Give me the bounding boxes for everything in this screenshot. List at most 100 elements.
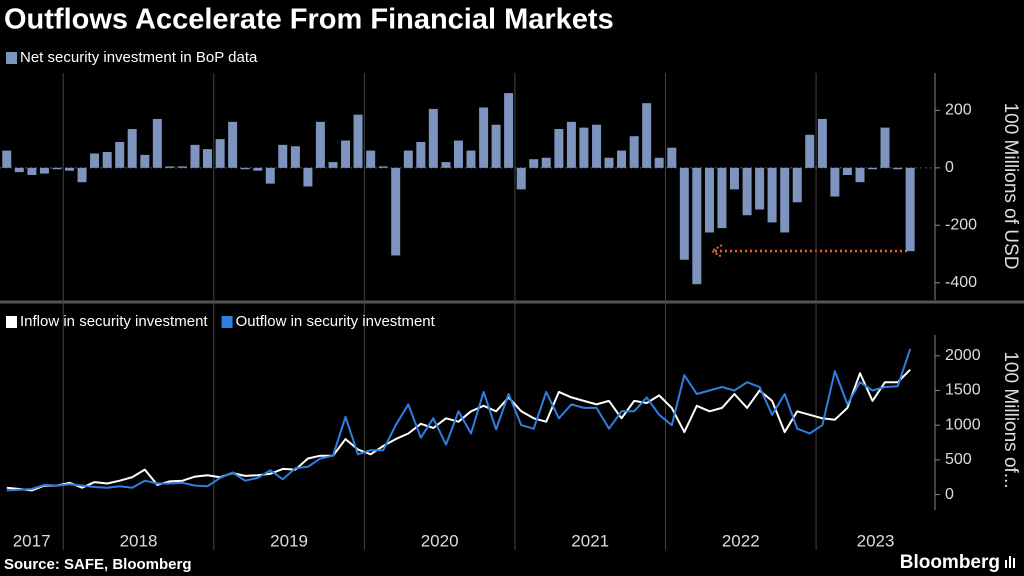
bar <box>667 147 677 168</box>
bar <box>880 127 890 168</box>
y-tick-label: 2000 <box>945 347 981 364</box>
bar <box>177 166 187 168</box>
bar <box>278 144 288 168</box>
bar <box>767 167 777 223</box>
bar <box>152 118 162 168</box>
bar <box>792 167 802 203</box>
bar <box>729 167 739 190</box>
bar <box>290 146 300 168</box>
bar <box>378 166 388 168</box>
line <box>6 368 911 492</box>
bar <box>566 121 576 168</box>
x-tick-label: 2021 <box>571 531 609 550</box>
bar <box>39 167 49 174</box>
legend-swatch <box>221 316 233 328</box>
legend-label: Net security investment in BoP data <box>20 49 258 66</box>
bar <box>554 129 564 168</box>
bar <box>717 167 727 229</box>
bar <box>617 150 627 168</box>
bar <box>52 167 62 170</box>
bar <box>629 136 639 168</box>
bar <box>65 167 75 171</box>
bar <box>341 140 351 168</box>
bar <box>253 167 263 171</box>
bar <box>491 124 501 168</box>
bar <box>102 152 112 168</box>
bar <box>529 159 539 168</box>
x-tick-label: 2023 <box>857 531 895 550</box>
bar <box>77 167 87 183</box>
bar <box>654 157 664 168</box>
bar <box>704 167 714 233</box>
bar <box>893 167 903 170</box>
chart-title: Outflows Accelerate From Financial Marke… <box>4 4 614 36</box>
legend-swatch <box>6 52 17 64</box>
y-tick-label: 1000 <box>945 416 981 433</box>
y-tick-label: -400 <box>945 274 977 291</box>
bar <box>265 167 275 184</box>
bar <box>14 167 24 173</box>
bar <box>391 167 401 256</box>
x-tick-label: 2022 <box>722 531 760 550</box>
bar <box>127 129 137 168</box>
bar <box>403 150 413 168</box>
bar <box>466 150 476 168</box>
bar <box>742 167 752 216</box>
bar <box>479 107 489 168</box>
bar <box>855 167 865 183</box>
x-tick-label: 2020 <box>421 531 459 550</box>
legend-swatch <box>6 316 17 328</box>
y-tick-label: 0 <box>945 159 954 176</box>
bar <box>240 167 250 170</box>
bar <box>165 166 175 168</box>
bar <box>592 124 602 168</box>
y-tick-label: -200 <box>945 217 977 234</box>
bar <box>90 153 100 168</box>
bar <box>366 150 376 168</box>
bar <box>303 167 313 187</box>
y-tick-label: 500 <box>945 451 972 468</box>
y-tick-label: 200 <box>945 102 972 119</box>
x-tick-label: 2018 <box>120 531 158 550</box>
bar <box>642 103 652 168</box>
y-tick-label: 0 <box>945 486 954 503</box>
bar <box>428 108 438 168</box>
legend-label: Outflow in security investment <box>236 313 436 330</box>
legend-label: Inflow in security investment <box>20 313 208 330</box>
bar <box>842 167 852 176</box>
bar <box>453 140 463 168</box>
bar <box>579 127 589 168</box>
bar <box>202 149 212 168</box>
bar <box>868 167 878 170</box>
brand: Bloomberg <box>900 552 1000 573</box>
bar <box>215 139 225 168</box>
bar <box>328 162 338 168</box>
bar <box>416 141 426 168</box>
bar <box>541 157 551 168</box>
bar <box>504 93 514 168</box>
bar <box>190 144 200 168</box>
bar <box>516 167 526 190</box>
bar <box>692 167 702 285</box>
y-axis-label: 100 Millions of... <box>1000 351 1021 488</box>
line <box>6 348 912 492</box>
y-tick-label: 1500 <box>945 382 981 399</box>
bar <box>905 167 915 252</box>
source: Source: SAFE, Bloomberg <box>4 556 192 573</box>
bar <box>604 157 614 168</box>
x-tick-label: 2019 <box>270 531 308 550</box>
bar <box>679 167 689 260</box>
bar <box>115 141 125 168</box>
bar <box>780 167 790 233</box>
bar <box>830 167 840 197</box>
bar <box>2 150 12 168</box>
bar <box>315 121 325 168</box>
bar <box>441 162 451 168</box>
bar <box>755 167 765 210</box>
brand-icon <box>1005 556 1015 568</box>
bar <box>27 167 37 176</box>
x-tick-label: 2017 <box>13 531 51 550</box>
bar <box>805 134 815 168</box>
